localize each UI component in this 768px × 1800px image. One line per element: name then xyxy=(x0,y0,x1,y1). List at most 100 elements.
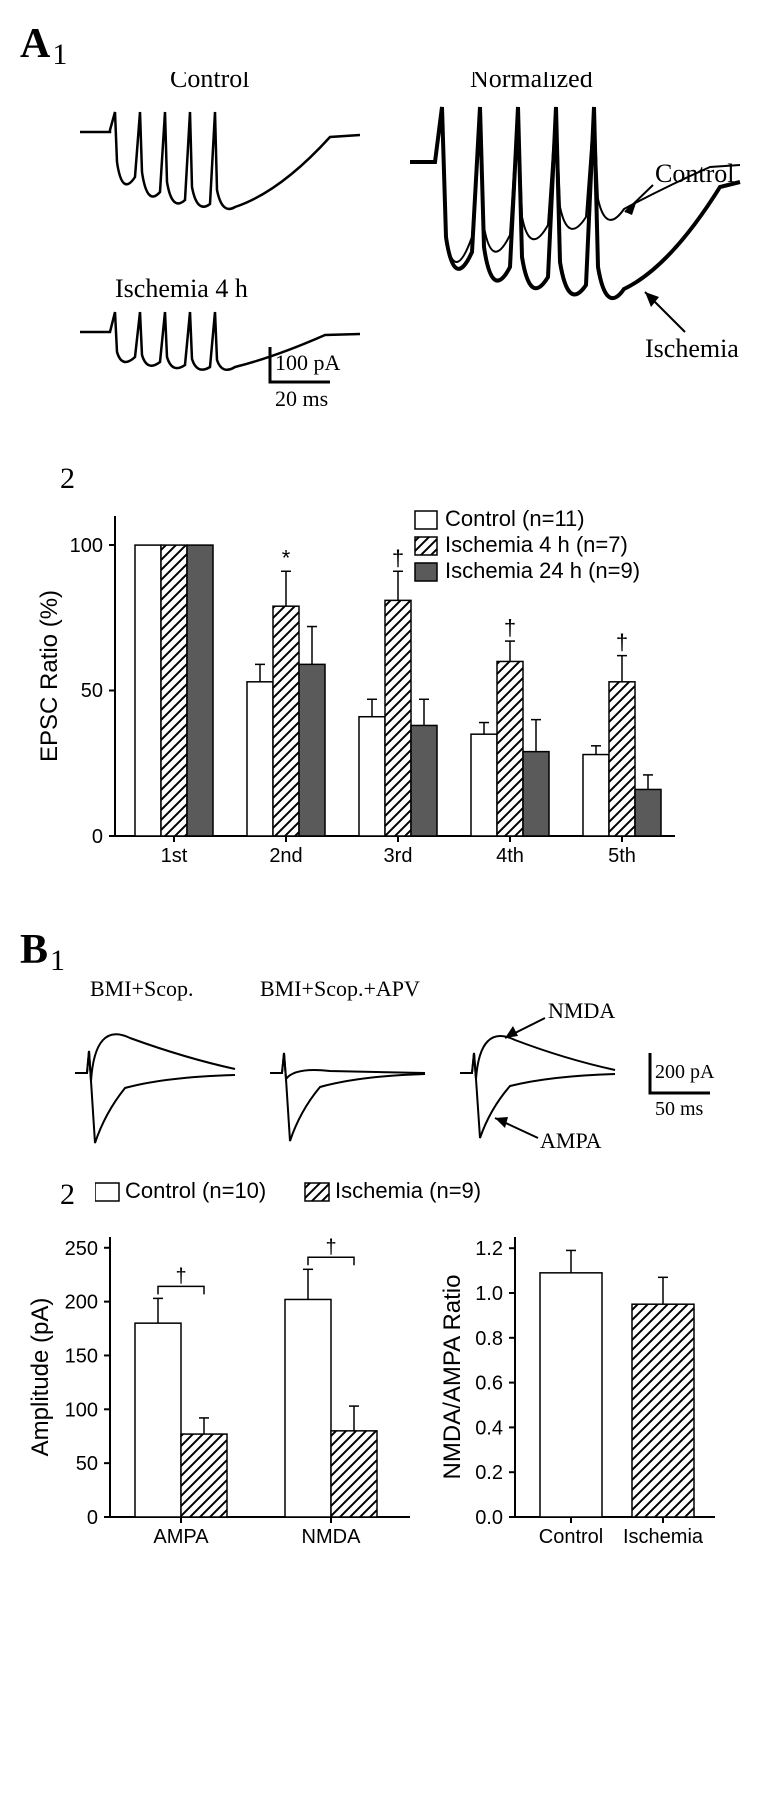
svg-text:150: 150 xyxy=(65,1345,98,1367)
amp-bar xyxy=(135,1323,181,1517)
svg-text:200: 200 xyxy=(65,1292,98,1314)
legend-control: Control (n=11) xyxy=(445,506,585,531)
panel-b: B 1 BMI+Scop. BMI+Scop.+APV xyxy=(20,926,748,1572)
ytick-100: 100 xyxy=(70,535,115,557)
amp-xcat: NMDA xyxy=(302,1526,362,1548)
overlay-ischemia-label: Ischemia xyxy=(645,334,739,363)
sig-symbol: † xyxy=(616,630,628,655)
epsc-bar xyxy=(273,606,299,836)
epsc-bar xyxy=(299,664,325,836)
svg-text:0.6: 0.6 xyxy=(475,1373,503,1395)
ratio-xcat: Ischemia xyxy=(623,1526,704,1548)
svg-text:1.2: 1.2 xyxy=(475,1238,503,1260)
epsc-bar xyxy=(497,661,523,836)
svg-text:250: 250 xyxy=(65,1238,98,1260)
epsc-bar xyxy=(247,682,273,836)
ratio-bar xyxy=(632,1304,694,1517)
b2-legend-ischemia: Ischemia (n=9) xyxy=(335,1178,481,1203)
epsc-ylabel: EPSC Ratio (%) xyxy=(36,590,63,762)
scale-y-b1: 200 pA xyxy=(655,1061,715,1083)
ytick-50: 50 xyxy=(81,680,115,702)
bmi-scop-label: BMI+Scop. xyxy=(90,978,193,1001)
panel-a-letter: A xyxy=(20,20,50,68)
amp-ylabel: Amplitude (pA) xyxy=(27,1298,54,1457)
ratio-bar xyxy=(540,1273,602,1517)
panel-a1-traces: Control Normalized Ischemia 4 h 100 pA 2… xyxy=(20,72,748,472)
svg-text:1.0: 1.0 xyxy=(475,1283,503,1305)
epsc-bar xyxy=(359,717,385,836)
svg-text:0.8: 0.8 xyxy=(475,1328,503,1350)
figure-root: A 1 Control Normalized Ischemia 4 h 100 … xyxy=(20,20,748,1572)
control-trace xyxy=(80,112,360,209)
trace-bmi-scop-apv xyxy=(270,1053,425,1141)
sig-symbol: † xyxy=(325,1236,336,1258)
b2-legend: Control (n=10) Ischemia (n=9) xyxy=(95,1178,595,1208)
control-trace-label: Control xyxy=(170,72,249,93)
epsc-xcat: 2nd xyxy=(269,845,302,867)
arrow-ischemia: Ischemia xyxy=(645,292,739,363)
scale-x-a1: 20 ms xyxy=(275,386,328,411)
ratio-ylabel: NMDA/AMPA Ratio xyxy=(439,1275,466,1480)
legend-isch4: Ischemia 4 h (n=7) xyxy=(445,532,628,557)
normalized-label: Normalized xyxy=(470,72,593,93)
svg-text:50: 50 xyxy=(81,680,103,702)
epsc-ratio-chart: 0 50 100 EPSC Ratio (%) 1st 2nd * 3rd † 4th † 5… xyxy=(20,496,748,916)
svg-text:50: 50 xyxy=(76,1453,98,1475)
epsc-bar xyxy=(187,545,213,836)
svg-text:0.0: 0.0 xyxy=(475,1507,503,1529)
bmi-scop-apv-label: BMI+Scop.+APV xyxy=(260,978,420,1001)
b2-legend-control: Control (n=10) xyxy=(125,1178,266,1203)
svg-text:100: 100 xyxy=(70,535,103,557)
ampa-arrow-label: AMPA xyxy=(540,1128,602,1153)
nmda-arrow-label: NMDA xyxy=(548,998,615,1023)
sig-symbol: † xyxy=(392,545,404,570)
scale-bar-b1: 200 pA 50 ms xyxy=(650,1053,715,1120)
epsc-xcat: 3rd xyxy=(384,845,413,867)
epsc-bar xyxy=(471,734,497,836)
epsc-xcat: 5th xyxy=(608,845,636,867)
svg-text:0: 0 xyxy=(92,826,103,848)
epsc-bar xyxy=(609,682,635,836)
epsc-legend: Control (n=11) Ischemia 4 h (n=7) Ischem… xyxy=(415,506,640,583)
normalized-overlay: Control Ischemia xyxy=(410,107,740,363)
panel-a: A 1 Control Normalized Ischemia 4 h 100 … xyxy=(20,20,748,916)
ratio-xcat: Control xyxy=(539,1526,603,1548)
svg-text:0.4: 0.4 xyxy=(475,1417,503,1439)
epsc-bar xyxy=(161,545,187,836)
scale-y-a1: 100 pA xyxy=(275,350,341,375)
ratio-chart: 0.0 0.2 0.4 0.6 0.8 1.0 1.2 NMDA/AMPA Ratio Co… xyxy=(430,1212,740,1572)
scale-x-b1: 50 ms xyxy=(655,1098,704,1120)
epsc-bar xyxy=(411,725,437,836)
sig-symbol: * xyxy=(282,545,291,570)
amplitude-chart: 0 50 100 150 200 250 Amplitude (pA) † AMPA † NMD… xyxy=(20,1212,430,1572)
amp-bar xyxy=(331,1431,377,1517)
svg-text:100: 100 xyxy=(65,1399,98,1421)
legend-isch24: Ischemia 24 h (n=9) xyxy=(445,558,640,583)
epsc-xcat: 1st xyxy=(161,845,188,867)
amp-bar xyxy=(181,1434,227,1517)
svg-text:0: 0 xyxy=(87,1507,98,1529)
panel-a-sub1: 1 xyxy=(52,38,67,72)
panel-b-sub1: 1 xyxy=(50,944,65,978)
epsc-bar xyxy=(635,789,661,836)
svg-text:0.2: 0.2 xyxy=(475,1462,503,1484)
panel-a-sub2: 2 xyxy=(60,462,75,496)
epsc-bar xyxy=(523,752,549,836)
trace-subtraction: NMDA AMPA xyxy=(460,998,615,1153)
panel-b-sub2: 2 xyxy=(60,1178,75,1212)
scale-bar-a1: 100 pA 20 ms xyxy=(270,347,341,411)
amp-xcat: AMPA xyxy=(153,1526,209,1548)
sig-symbol: † xyxy=(175,1265,186,1287)
epsc-bar xyxy=(135,545,161,836)
panel-b-letter: B xyxy=(20,926,48,974)
overlay-control-label: Control xyxy=(655,159,734,188)
panel-b1-traces: BMI+Scop. BMI+Scop.+APV xyxy=(20,978,748,1178)
trace-bmi-scop xyxy=(75,1034,235,1143)
ytick-0: 0 xyxy=(92,826,115,848)
epsc-bar xyxy=(583,755,609,836)
sig-symbol: † xyxy=(504,615,516,640)
amp-bar xyxy=(285,1299,331,1517)
epsc-xcat: 4th xyxy=(496,845,524,867)
ischemia-trace-label: Ischemia 4 h xyxy=(115,274,248,303)
arrow-control: Control xyxy=(625,159,734,215)
